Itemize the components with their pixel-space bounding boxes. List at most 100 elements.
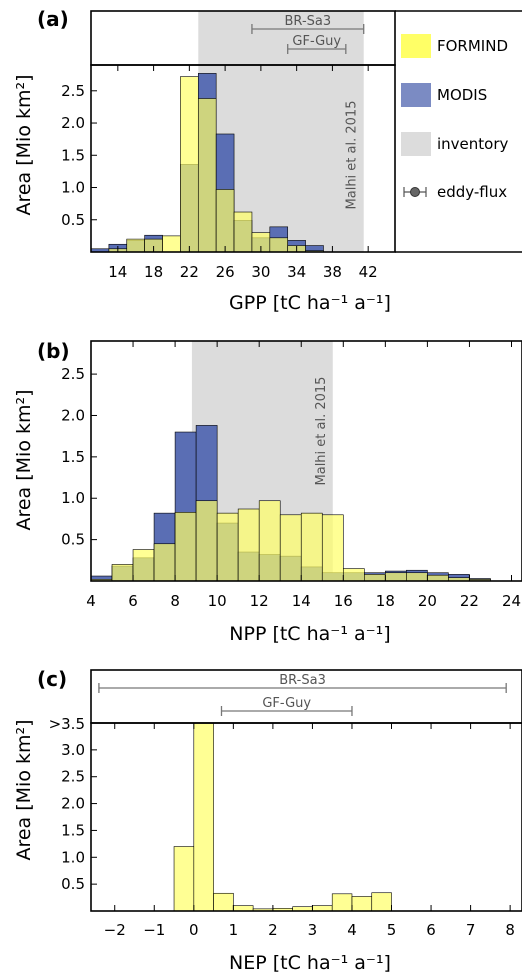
bar-formind — [312, 905, 333, 912]
x-tick-label: 8 — [170, 592, 180, 610]
x-tick-label: 6 — [426, 921, 436, 939]
bar-formind — [180, 76, 199, 253]
x-tick-label: 16 — [334, 592, 353, 610]
bar-formind — [427, 574, 449, 582]
bar-formind — [111, 564, 134, 582]
bar-formind — [233, 211, 253, 253]
legend: FORMIND MODIS inventory eddy-flux — [395, 10, 522, 253]
plot-frame — [90, 722, 522, 912]
legend-label-flux: eddy-flux — [437, 183, 507, 201]
bar-formind — [237, 508, 260, 582]
bar-formind — [162, 235, 181, 253]
x-tick-label: 18 — [144, 263, 163, 281]
y-tick-label: 1.5 — [61, 448, 85, 466]
y-tick-top-label: >3.5 — [49, 715, 85, 733]
bar-formind — [193, 722, 214, 912]
bar-formind — [364, 574, 386, 582]
x-tick-label: 7 — [466, 921, 476, 939]
x-tick-label: 26 — [216, 263, 235, 281]
y-tick-label: 2.0 — [61, 114, 85, 132]
bar-formind — [153, 543, 176, 582]
bar-formind — [126, 238, 145, 253]
x-tick-label: 3 — [308, 921, 318, 939]
x-tick-label: 2 — [268, 921, 278, 939]
y-tick-label: 1.5 — [61, 146, 85, 164]
y-axis-title: Area [Mio km²] — [13, 389, 35, 530]
x-tick-label: 1 — [229, 921, 239, 939]
x-tick-label: 22 — [460, 592, 479, 610]
x-axis-title: NPP [tC ha⁻¹ a⁻¹] — [229, 623, 390, 645]
flux-label: BR-Sa3 — [285, 14, 332, 29]
panel-label: (c) — [37, 667, 67, 691]
y-tick-label: 0.5 — [61, 211, 85, 229]
x-axis-title: GPP [tC ha⁻¹ a⁻¹] — [229, 292, 391, 314]
panel-3: BR-Sa3 GF-Guy −2 −1 0 1 2 3 4 5 6 7 8 0.5 1.0 1.5 2.0 2.5… — [13, 667, 522, 974]
x-tick-label: 4 — [347, 921, 357, 939]
x-tick-label: 30 — [251, 263, 270, 281]
bar-formind — [173, 846, 195, 912]
y-axis-title: Area [Mio km²] — [13, 719, 35, 860]
legend-flux-marker — [410, 187, 420, 197]
x-tick-label: 14 — [108, 263, 127, 281]
bar-formind — [279, 514, 302, 582]
panel-label: (a) — [37, 7, 69, 31]
bar-formind — [174, 512, 197, 582]
x-tick-label: 34 — [287, 263, 306, 281]
legend-label-modis: MODIS — [437, 86, 487, 104]
x-tick-label: 18 — [376, 592, 395, 610]
y-tick-label: 1.0 — [61, 179, 85, 197]
bar-formind — [195, 500, 218, 582]
y-tick-label: 1.5 — [61, 821, 85, 839]
panel-2: Malhi et al. 2015 4 6 8 10 12 14 16 18 20 22 24 0.5 1… — [13, 339, 522, 645]
y-tick-label: 2.5 — [61, 365, 85, 383]
bar-formind — [215, 189, 235, 253]
y-tick-label: 1.0 — [61, 848, 85, 866]
bar-formind — [321, 514, 344, 582]
x-tick-label: 42 — [359, 263, 378, 281]
legend-swatch-inventory — [401, 132, 431, 156]
x-tick-label: 8 — [505, 921, 515, 939]
inventory-label: Malhi et al. 2015 — [314, 377, 329, 486]
x-axis-title: NEP [tC ha⁻¹ a⁻¹] — [229, 952, 391, 974]
x-tick-label: 5 — [387, 921, 397, 939]
bar-formind — [197, 98, 217, 253]
y-tick-label: 1.0 — [61, 489, 85, 507]
bar-formind — [385, 572, 407, 582]
x-tick-label: 4 — [86, 592, 96, 610]
y-tick-label: 2.5 — [61, 82, 85, 100]
bar-formind — [300, 512, 323, 582]
bar-formind — [233, 905, 254, 912]
bar-formind — [406, 572, 428, 582]
legend-swatch-formind — [401, 34, 431, 58]
flux-label: GF-Guy — [262, 696, 311, 711]
x-tick-label: 20 — [418, 592, 437, 610]
bar-formind — [132, 549, 155, 582]
flux-label: GF-Guy — [292, 34, 341, 49]
bar-formind — [269, 237, 289, 253]
bar-formind — [258, 500, 281, 582]
y-tick-label: 0.5 — [61, 531, 85, 549]
x-tick-label: 6 — [128, 592, 138, 610]
x-tick-label: 22 — [180, 263, 199, 281]
bar-formind — [213, 892, 234, 912]
legend-label-inventory: inventory — [437, 135, 509, 153]
flux-frame — [90, 10, 396, 66]
x-tick-label: 12 — [250, 592, 269, 610]
bar-formind — [351, 896, 373, 912]
x-tick-label: −1 — [143, 921, 165, 939]
legend-label-formind: FORMIND — [437, 37, 508, 55]
inventory-label: Malhi et al. 2015 — [345, 101, 360, 210]
y-tick-label: 2.0 — [61, 406, 85, 424]
legend-swatch-modis — [401, 83, 431, 107]
x-tick-label: 24 — [502, 592, 521, 610]
bar-formind — [342, 568, 365, 582]
x-tick-label: −2 — [104, 921, 126, 939]
y-axis-title: Area [Mio km²] — [13, 74, 35, 215]
x-tick-label: 38 — [323, 263, 342, 281]
y-tick-label: 0.5 — [61, 875, 85, 893]
bar-formind — [371, 892, 392, 912]
panel-1: Malhi et al. 2015 BR-Sa3 GF-Guy 14 18 22 26 30 3… — [13, 7, 396, 314]
bar-formind — [216, 512, 239, 582]
panel-label: (b) — [37, 339, 70, 363]
